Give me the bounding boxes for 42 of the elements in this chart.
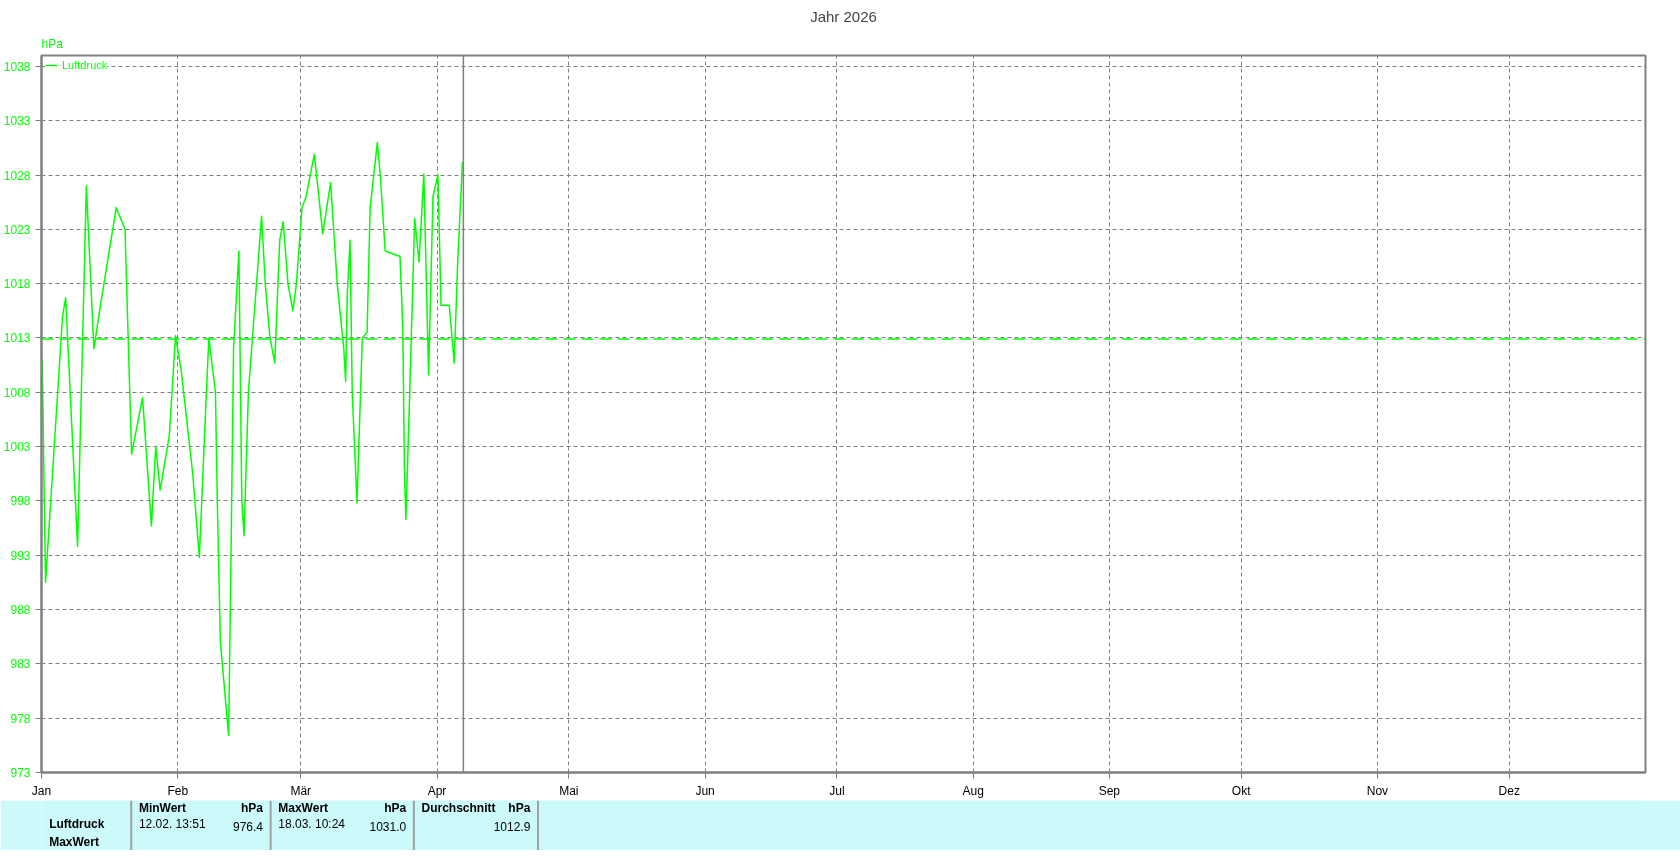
y-tick-label: 1033 xyxy=(3,114,31,129)
x-tick-label: Mai xyxy=(559,783,579,798)
x-tick-label: Nov xyxy=(1366,783,1389,798)
text: hPa xyxy=(508,800,531,815)
x-tick-label: Feb xyxy=(167,783,189,798)
y-tick-label: 1028 xyxy=(3,168,31,183)
x-tick-label: Jun xyxy=(695,783,715,798)
y-tick-label: 1013 xyxy=(3,331,31,346)
x-tick-label: Sep xyxy=(1098,783,1121,798)
y-tick-label: 1038 xyxy=(3,59,31,74)
x-tick-label: Aug xyxy=(962,783,984,798)
text: Durchschnitt xyxy=(421,800,496,815)
text: 1012.9 xyxy=(493,819,531,834)
text: 976.4 xyxy=(232,819,264,834)
x-tick-label: Jan xyxy=(31,783,52,798)
text: MaxWert xyxy=(278,800,329,815)
x-tick-label: Okt xyxy=(1231,783,1252,798)
text: 12.02. 13:51 xyxy=(138,816,206,831)
text: hPa xyxy=(384,800,407,815)
y-tick-label: 973 xyxy=(10,766,31,780)
y-tick-label: 998 xyxy=(10,494,31,509)
x-tick-label: Dez xyxy=(1498,783,1520,798)
x-tick-label: Apr xyxy=(427,783,447,798)
y-tick-label: 988 xyxy=(10,603,31,618)
y-tick-label: 1003 xyxy=(3,440,31,455)
text: Luftdruck xyxy=(49,816,105,831)
y-tick-label: 978 xyxy=(10,711,31,726)
y-tick-label: 1023 xyxy=(3,222,31,237)
text: MinWert xyxy=(138,800,186,815)
y-tick-label: 983 xyxy=(10,657,31,672)
text: hPa xyxy=(241,800,264,815)
text: 1031.0 xyxy=(369,819,407,834)
y-tick-label: 1018 xyxy=(3,277,31,292)
text: MaxWert xyxy=(49,834,99,849)
y-axis-title: hPa xyxy=(41,36,64,51)
x-tick-label: Jul xyxy=(829,783,845,798)
text: 18.03. 10:24 xyxy=(278,816,346,831)
legend-label: Luftdruck xyxy=(62,59,108,71)
x-tick-label: Mär xyxy=(290,783,312,798)
y-tick-label: 1008 xyxy=(3,385,31,400)
y-tick-label: 993 xyxy=(10,548,31,563)
chart-title: Jahr 2026 xyxy=(810,7,877,25)
